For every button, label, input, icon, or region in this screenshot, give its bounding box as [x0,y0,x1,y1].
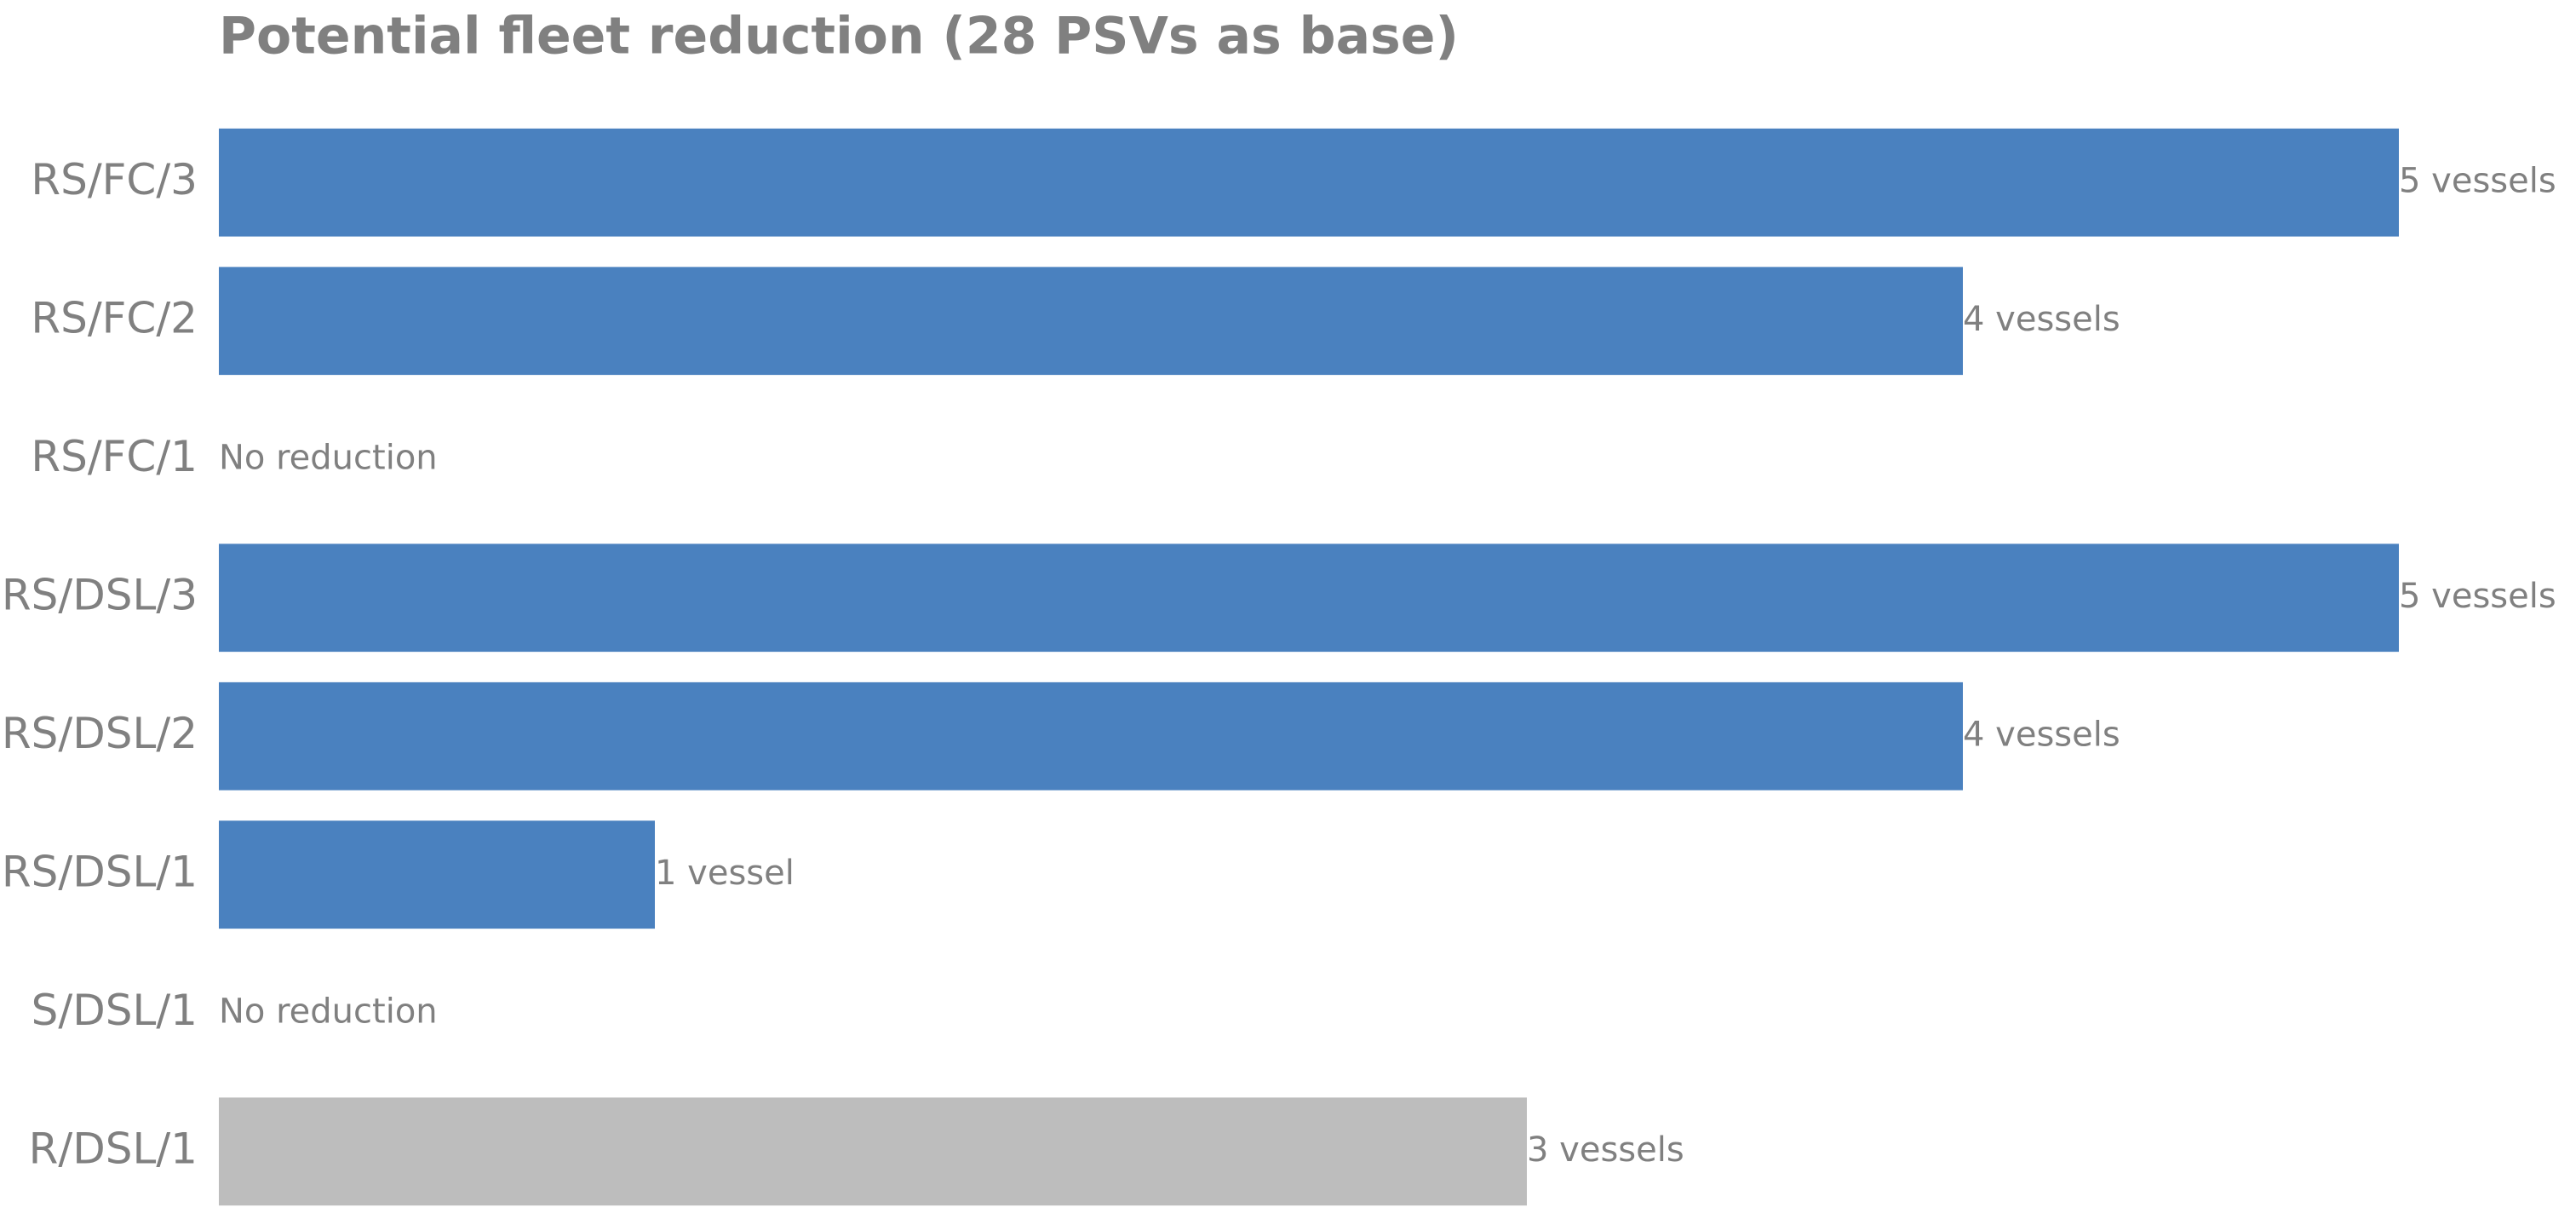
value-label: 4 vessels [1963,300,2120,339]
y-tick-label: R/DSL/1 [29,1124,198,1173]
value-label: 1 vessel [655,854,795,893]
value-label: No reduction [219,992,438,1031]
bar [219,128,2399,237]
value-label: 5 vessels [2399,577,2556,616]
chart-title: Potential fleet reduction (28 PSVs as ba… [219,7,1459,66]
y-tick-label: RS/FC/1 [31,432,198,481]
value-label: No reduction [219,438,438,477]
value-label: 5 vessels [2399,161,2556,200]
bar [219,682,1963,791]
bar [219,1097,1527,1206]
bar [219,267,1963,376]
bar [219,820,655,929]
bar [219,543,2399,653]
value-label: 3 vessels [1527,1130,1684,1170]
y-tick-label: RS/FC/2 [31,293,198,342]
y-tick-label: RS/DSL/1 [2,847,198,896]
value-label: 4 vessels [1963,715,2120,754]
y-tick-label: RS/FC/3 [31,155,198,204]
y-tick-label: RS/DSL/3 [2,570,198,619]
y-tick-label: S/DSL/1 [32,986,198,1035]
y-tick-label: RS/DSL/2 [2,709,198,758]
